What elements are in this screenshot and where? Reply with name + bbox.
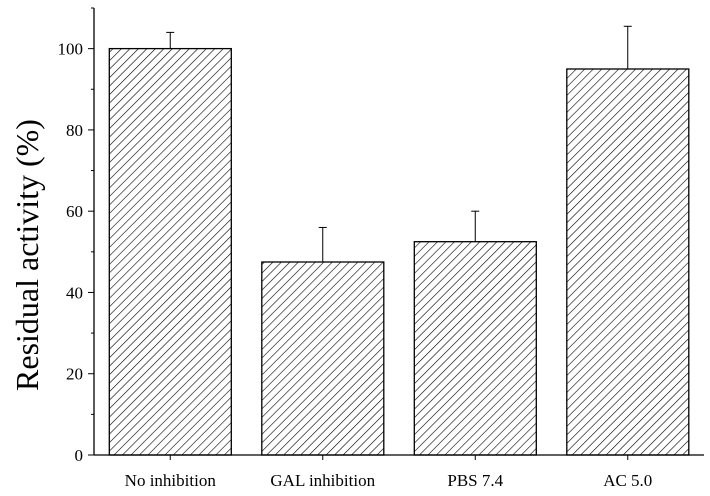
x-tick-label: No inhibition	[125, 471, 217, 490]
bar	[413, 241, 537, 456]
axes-layer: No inhibition GAL inhibition PBS 7.4 AC 5.0…	[58, 7, 704, 490]
bar	[566, 68, 690, 456]
bars-layer	[108, 47, 690, 456]
y-tick-label: 40	[66, 283, 83, 302]
y-tick-label: 60	[66, 202, 83, 221]
x-tick-label: GAL inhibition	[270, 471, 375, 490]
y-tick-label: 80	[66, 121, 83, 140]
bar	[108, 47, 232, 456]
y-tick-label: 0	[75, 446, 84, 465]
x-tick-label: AC 5.0	[603, 471, 652, 490]
x-tick-label: PBS 7.4	[447, 471, 503, 490]
y-tick-label: 100	[58, 40, 84, 59]
error-bars-layer	[166, 25, 632, 262]
bar	[261, 261, 385, 456]
y-tick-label: 20	[66, 365, 83, 384]
y-axis-title: Residual activity (%)	[9, 119, 45, 391]
